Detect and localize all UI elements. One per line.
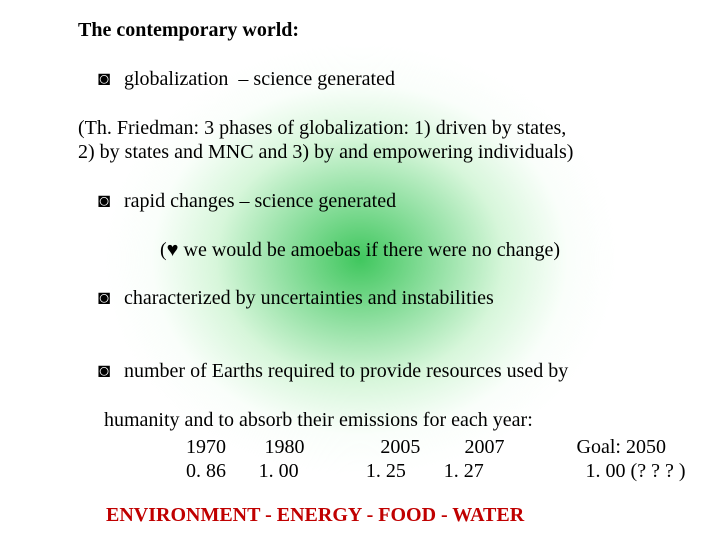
bullet-globalization: ◙globalization – science generated bbox=[78, 42, 698, 115]
value-cell: 1. 00 (? ? ? ) bbox=[548, 459, 698, 483]
earths-table: 1970 1980 2005 2007 Goal: 2050 0. 86 1. … bbox=[186, 435, 698, 484]
heart-text: we would be amoebas if there were no cha… bbox=[179, 239, 561, 261]
slide-body: The contemporary world: ◙globalization –… bbox=[78, 18, 698, 540]
bullet-earths-cont: humanity and to absorb their emissions f… bbox=[78, 408, 698, 432]
bullet-icon: ◙ bbox=[98, 286, 124, 310]
bullet-text: number of Earths required to provide res… bbox=[124, 360, 568, 382]
value-cell: 0. 86 bbox=[186, 459, 259, 483]
bullet-icon: ◙ bbox=[98, 359, 124, 383]
bullet-text: globalization – science generated bbox=[124, 68, 395, 90]
bullet-uncertainties: ◙characterized by uncertainties and inst… bbox=[78, 262, 698, 335]
year-cell: 2005 bbox=[380, 435, 464, 459]
value-cell: 1. 27 bbox=[444, 459, 548, 483]
heart-line: (♥ we would be amoebas if there were no … bbox=[78, 238, 698, 262]
value-cell: 1. 00 bbox=[259, 459, 366, 483]
heart-icon: ♥ bbox=[167, 239, 179, 261]
friedman-line-1: (Th. Friedman: 3 phases of globalization… bbox=[78, 116, 698, 140]
table-row: 0. 86 1. 00 1. 25 1. 27 1. 00 (? ? ? ) bbox=[186, 459, 698, 483]
bullet-text: characterized by uncertainties and insta… bbox=[124, 287, 494, 309]
bullet-rapid-changes: ◙rapid changes – science generated bbox=[78, 164, 698, 237]
environment-line: ENVIRONMENT - ENERGY - FOOD - WATER bbox=[78, 503, 698, 527]
year-cell: 2007 bbox=[464, 435, 576, 459]
bullet-icon: ◙ bbox=[98, 67, 124, 91]
table-row: 1970 1980 2005 2007 Goal: 2050 bbox=[186, 435, 698, 459]
value-cell: 1. 25 bbox=[366, 459, 444, 483]
year-cell: Goal: 2050 bbox=[577, 435, 698, 459]
year-cell: 1970 bbox=[186, 435, 264, 459]
bullet-text: rapid changes – science generated bbox=[124, 190, 396, 212]
year-cell: 1980 bbox=[264, 435, 380, 459]
friedman-line-2: 2) by states and MNC and 3) by and empow… bbox=[78, 140, 698, 164]
bullet-earths: ◙number of Earths required to provide re… bbox=[78, 335, 698, 408]
bullet-icon: ◙ bbox=[98, 189, 124, 213]
slide-title: The contemporary world: bbox=[78, 18, 698, 42]
